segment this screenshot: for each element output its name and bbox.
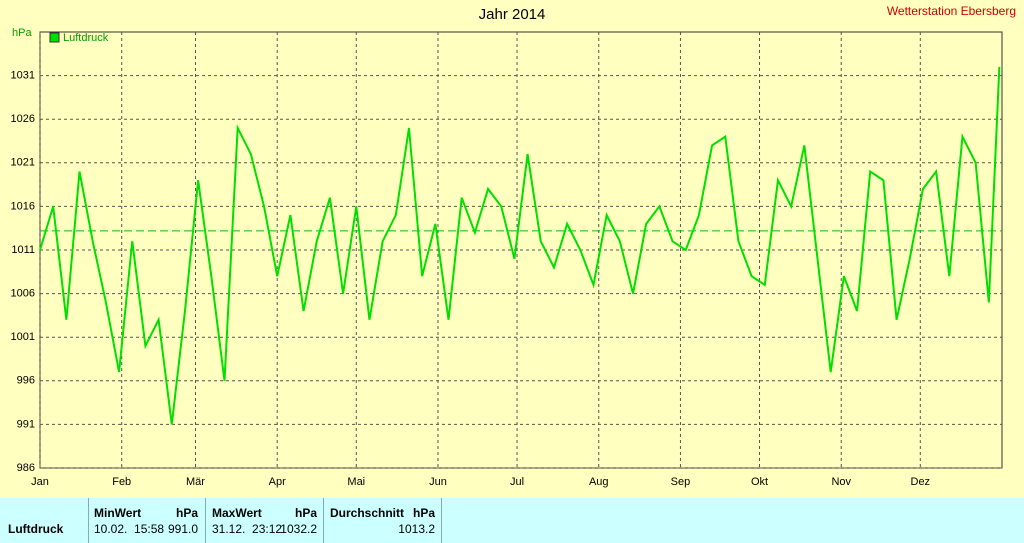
y-tick-label: 1026 — [11, 113, 35, 125]
separator — [205, 498, 206, 543]
station: Wetterstation Ebersberg — [887, 4, 1016, 18]
y-tick-label: 996 — [17, 375, 35, 387]
table-cell: 1013.2 — [398, 522, 435, 536]
x-tick-label: Mai — [347, 476, 365, 488]
y-tick-label: 986 — [17, 462, 35, 474]
x-tick-label: Aug — [589, 476, 609, 488]
stats-table: MinWert hPa MaxWert hPa Durchschnitt hPa Luftd… — [0, 498, 1024, 543]
x-tick-label: Feb — [112, 476, 131, 488]
table-cell: 10.02. 15:58 — [94, 522, 165, 536]
separator — [88, 498, 89, 543]
y-tick-label: 1001 — [11, 331, 35, 343]
y-tick-label: 1016 — [11, 200, 35, 212]
y-tick-label: 991 — [17, 418, 35, 430]
table-cell: MinWert — [94, 506, 142, 520]
table-cell: Durchschnitt — [330, 506, 405, 520]
x-tick-label: Jul — [510, 476, 524, 488]
table-cell: 991.0 — [167, 522, 198, 536]
table-cell: hPa — [175, 506, 198, 520]
y-tick-label: 1021 — [11, 157, 35, 169]
table-cell: hPa — [294, 506, 317, 520]
x-tick-label: Dez — [911, 476, 931, 488]
table-cell: MaxWert — [212, 506, 262, 520]
legend-swatch — [49, 32, 60, 43]
x-tick-label: Jan — [31, 476, 49, 488]
chart-title: Jahr 2014 — [479, 6, 546, 23]
x-tick-label: Apr — [269, 476, 286, 488]
y-tick-label: 1006 — [11, 288, 35, 300]
x-tick-label: Okt — [751, 476, 768, 488]
x-tick-label: Nov — [831, 476, 851, 488]
y-axis-label: hPa — [12, 27, 32, 39]
data-line — [39, 66, 1001, 425]
separator — [441, 498, 442, 543]
legend-label: Luftdruck — [63, 32, 109, 44]
y-tick-label: 1031 — [11, 70, 35, 82]
y-tick-label: 1011 — [11, 244, 35, 256]
x-tick-label: Jun — [429, 476, 447, 488]
table-cell: 31.12. 23:12 — [212, 522, 283, 536]
table-cell: hPa — [412, 506, 435, 520]
x-tick-label: Sep — [671, 476, 691, 488]
x-tick-label: Mär — [186, 476, 205, 488]
chart: Jahr 2014 Wetterstation Ebersberg hPa Lu… — [11, 4, 1016, 488]
table-cell: 1032.2 — [280, 522, 317, 536]
table-cell: Luftdruck — [8, 522, 64, 536]
separator — [323, 498, 324, 543]
